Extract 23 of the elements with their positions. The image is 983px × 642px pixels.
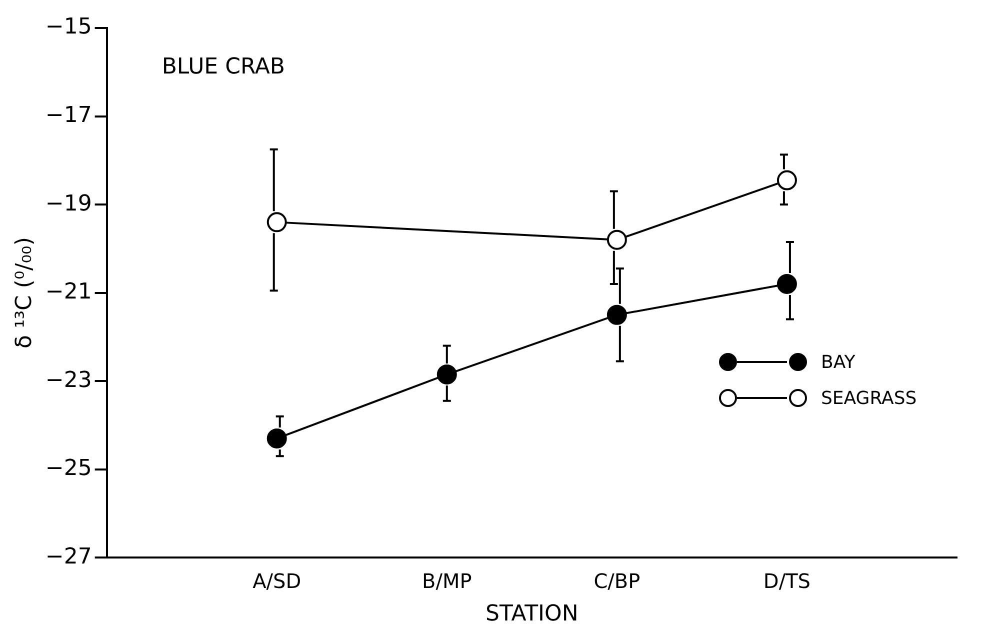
y-axis-title: δ ¹³C (⁰/₀₀)	[12, 237, 37, 349]
point	[266, 212, 287, 232]
y-tick-label: −19	[45, 191, 92, 216]
text: BLUE CRAB	[162, 54, 285, 80]
point	[606, 230, 627, 250]
point	[776, 170, 797, 190]
y-tick-label: −23	[45, 368, 92, 393]
x-tick-label: B/MP	[422, 568, 472, 593]
y-tick-label: −21	[45, 280, 92, 305]
point	[776, 274, 797, 294]
point	[436, 364, 457, 384]
legend-label: SEAGRASS	[821, 388, 917, 408]
y-tick-label: −25	[45, 456, 92, 482]
y-tick-label: −17	[45, 102, 92, 128]
x-tick-label: D/TS	[763, 568, 810, 593]
x-axis-title: STATION	[486, 602, 578, 627]
x-tick-label: C/BP	[594, 568, 640, 593]
point	[606, 304, 627, 325]
x-tick-label: A/SD	[252, 568, 302, 593]
y-tick-label: −27	[45, 544, 92, 570]
legend-label: BAY	[821, 352, 856, 372]
y-tick-label: −15	[45, 14, 92, 40]
point	[266, 428, 287, 448]
